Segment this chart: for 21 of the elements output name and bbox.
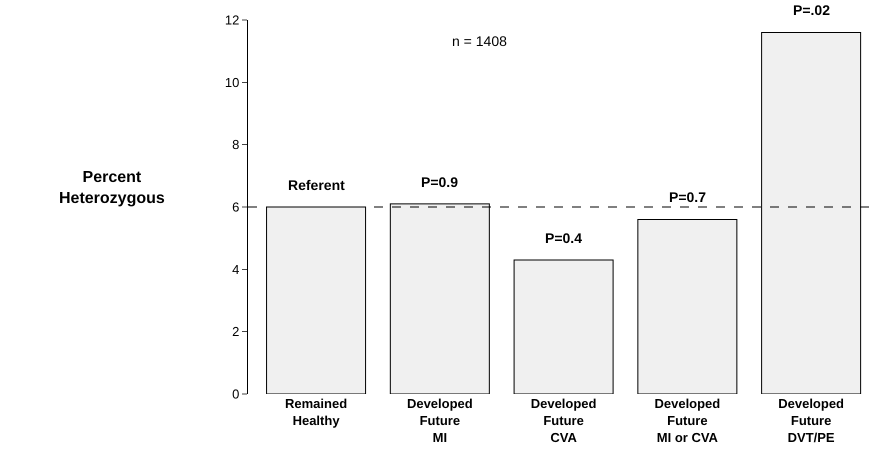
bar <box>637 218 738 394</box>
annotation: P=0.4 <box>545 230 582 246</box>
y-tick-label: 10 <box>224 74 240 90</box>
x-tick-label: Developed Future MI or CVA <box>654 396 720 445</box>
y-axis-title: Percent Heterozygous <box>59 169 165 207</box>
y-tick-label: 4 <box>232 262 240 277</box>
y-tick-label: 2 <box>232 324 240 340</box>
x-tick-label: Developed Future MI <box>406 396 473 445</box>
y-tick-label: 0 <box>232 386 240 402</box>
annotation: Referent <box>288 177 346 193</box>
annotation: P=0.7 <box>669 189 706 205</box>
annotation: P=.02 <box>793 2 830 18</box>
y-tick-label: 12 <box>224 12 240 28</box>
x-tick-label: Remained Healthy <box>285 396 348 428</box>
x-tick-label: Developed Future CVA <box>530 396 597 445</box>
annotation: P=0.9 <box>421 174 458 190</box>
y-tick-label: 6 <box>232 200 240 215</box>
y-tick-label: 8 <box>232 137 240 152</box>
annotation: n = 1408 <box>452 33 508 49</box>
bar <box>514 259 614 394</box>
x-tick-label: Developed Future DVT/PE <box>778 396 844 445</box>
